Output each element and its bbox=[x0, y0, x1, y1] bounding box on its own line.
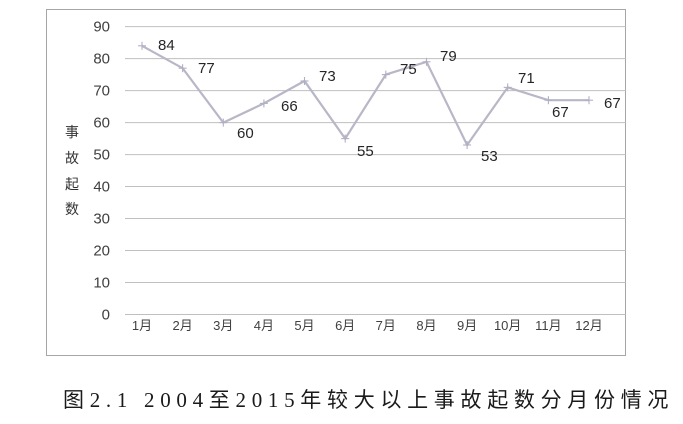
svg-text:50: 50 bbox=[93, 147, 110, 164]
svg-text:80: 80 bbox=[93, 51, 110, 68]
svg-text:11月: 11月 bbox=[535, 318, 562, 333]
svg-text:5月: 5月 bbox=[294, 318, 314, 333]
svg-text:66: 66 bbox=[281, 98, 298, 115]
svg-text:9月: 9月 bbox=[457, 318, 477, 333]
svg-text:53: 53 bbox=[481, 148, 498, 165]
svg-text:0: 0 bbox=[102, 307, 110, 324]
svg-text:79: 79 bbox=[440, 48, 457, 65]
svg-text:73: 73 bbox=[319, 68, 336, 85]
svg-text:67: 67 bbox=[552, 104, 569, 121]
svg-text:55: 55 bbox=[357, 143, 374, 160]
svg-text:8月: 8月 bbox=[416, 318, 436, 333]
svg-text:77: 77 bbox=[198, 60, 215, 77]
svg-text:10: 10 bbox=[93, 275, 110, 292]
svg-text:67: 67 bbox=[604, 95, 621, 112]
svg-text:71: 71 bbox=[518, 70, 535, 87]
svg-text:1月: 1月 bbox=[132, 318, 152, 333]
svg-text:12月: 12月 bbox=[575, 318, 602, 333]
svg-text:60: 60 bbox=[93, 115, 110, 132]
svg-text:84: 84 bbox=[158, 37, 175, 54]
svg-text:7月: 7月 bbox=[376, 318, 396, 333]
svg-text:90: 90 bbox=[93, 19, 110, 36]
svg-text:40: 40 bbox=[93, 179, 110, 196]
svg-text:70: 70 bbox=[93, 83, 110, 100]
svg-text:60: 60 bbox=[237, 125, 254, 142]
svg-text:4月: 4月 bbox=[254, 318, 274, 333]
svg-text:10月: 10月 bbox=[494, 318, 521, 333]
svg-text:2月: 2月 bbox=[172, 318, 192, 333]
svg-text:20: 20 bbox=[93, 243, 110, 260]
svg-text:30: 30 bbox=[93, 211, 110, 228]
svg-text:75: 75 bbox=[400, 61, 417, 78]
svg-text:3月: 3月 bbox=[213, 318, 233, 333]
svg-text:6月: 6月 bbox=[335, 318, 355, 333]
